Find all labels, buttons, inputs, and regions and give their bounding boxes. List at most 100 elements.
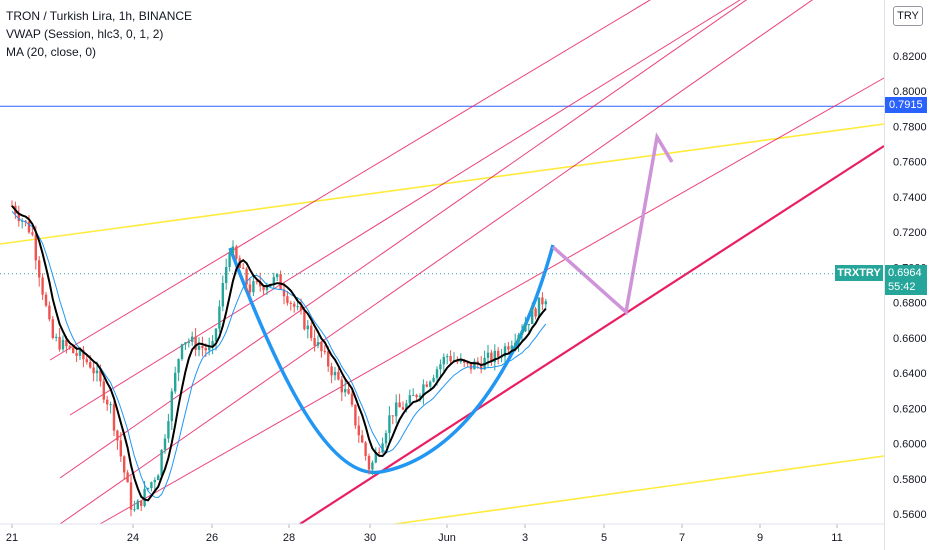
candle-body <box>92 367 95 374</box>
symbol-title[interactable]: TRON / Turkish Lira, 1h, BINANCE <box>6 9 193 23</box>
candle-body <box>112 404 116 431</box>
candle-body <box>367 455 371 470</box>
candle-body <box>344 389 347 393</box>
candle-body <box>197 345 201 350</box>
candle-body <box>337 371 340 380</box>
price-tick-label: 0.5800 <box>893 474 927 486</box>
candle-body <box>187 341 190 343</box>
candle-body <box>323 351 326 353</box>
candle-body <box>282 289 286 297</box>
candle-body <box>78 350 82 356</box>
candle-body <box>544 301 547 305</box>
candle-body <box>228 253 231 268</box>
price-tick-label: 0.5600 <box>893 509 927 521</box>
price-tick-label: 0.8000 <box>893 86 927 98</box>
candle-body <box>320 342 323 352</box>
price-tick-label: 0.6400 <box>893 368 927 380</box>
candle-body <box>276 274 279 278</box>
candle-body <box>531 308 534 325</box>
candle-body <box>184 342 187 345</box>
candle-body <box>520 331 524 336</box>
candle-body <box>248 284 252 293</box>
candle-body <box>435 369 439 378</box>
candle-body <box>442 356 445 365</box>
candle-body <box>405 403 408 410</box>
lower-yellow-trendline[interactable] <box>394 455 885 525</box>
last-price-tag: 0.6964 55:42 <box>885 265 927 295</box>
candle-body <box>157 475 160 481</box>
channel-support-line[interactable] <box>299 145 885 525</box>
candle-body <box>418 395 422 398</box>
candle-body <box>146 487 150 489</box>
time-tick-label: 9 <box>757 532 763 544</box>
candle-body <box>459 359 462 363</box>
candle-body <box>357 425 360 436</box>
candle-body <box>133 509 136 511</box>
cup-pattern-curve[interactable] <box>228 244 555 475</box>
price-tick-label: 0.7600 <box>893 157 927 169</box>
candle-body <box>306 325 309 330</box>
candle-body <box>480 363 483 370</box>
channel-line[interactable] <box>49 0 750 361</box>
candle-body <box>384 433 388 444</box>
candle-body <box>119 440 122 457</box>
candle-body <box>537 297 541 317</box>
candle-body <box>371 462 374 470</box>
chart-legend: TRON / Turkish Lira, 1h, BINANCE VWAP (S… <box>6 7 192 61</box>
candle-body <box>415 394 418 398</box>
time-axis[interactable]: 21 24 26 28 30 Jun 3 5 7 9 11 <box>0 523 884 544</box>
currency-button[interactable]: TRY <box>893 6 923 26</box>
drawings <box>0 0 885 525</box>
candle-body <box>160 449 163 476</box>
candle-body <box>75 353 78 356</box>
candle-body <box>136 500 139 510</box>
channel-line[interactable] <box>69 0 741 416</box>
candle-body <box>170 391 173 422</box>
candle-body <box>381 443 384 453</box>
ma-indicator-label[interactable]: MA (20, close, 0) <box>6 45 97 59</box>
candle-body <box>201 345 204 349</box>
candle-body <box>140 500 143 506</box>
candle-body <box>65 339 68 347</box>
candle-body <box>524 324 527 332</box>
candle-body <box>89 362 92 368</box>
candle-body <box>99 370 102 382</box>
candle-body <box>388 415 391 434</box>
candle-body <box>286 296 289 303</box>
candle-body <box>34 234 37 261</box>
candle-body <box>245 268 248 285</box>
candle-body <box>221 283 224 307</box>
candle-body <box>109 404 112 406</box>
candle-body <box>279 274 282 290</box>
vwap-indicator-label[interactable]: VWAP (Session, hlc3, 0, 1, 2) <box>6 27 164 41</box>
channel-line[interactable] <box>99 77 885 525</box>
candle-body <box>422 384 425 396</box>
channel-line[interactable] <box>59 0 884 525</box>
candle-body <box>242 267 245 269</box>
candle-body <box>473 361 476 370</box>
projection-path[interactable] <box>551 132 674 316</box>
time-tick-label: 3 <box>522 532 528 544</box>
candle-body <box>204 348 207 351</box>
candle-body <box>72 347 75 354</box>
candle-body <box>361 435 364 443</box>
candle-body <box>150 482 153 488</box>
candle-body <box>153 480 156 483</box>
candle-body <box>208 346 211 351</box>
price-tick-label: 0.8200 <box>893 51 927 63</box>
candle-body <box>493 350 496 363</box>
candle-body <box>412 394 415 396</box>
candle-body <box>293 303 296 307</box>
vwap-line <box>11 210 547 499</box>
candle-body <box>527 324 530 326</box>
candle-body <box>486 352 490 358</box>
candle-body <box>517 335 520 343</box>
candle-body <box>327 351 330 367</box>
time-tick-label: 26 <box>206 532 218 544</box>
candle-body <box>163 438 167 450</box>
candle-body <box>225 267 228 284</box>
time-tick-label: Jun <box>438 532 456 544</box>
candle-body <box>303 310 306 330</box>
channel-line[interactable] <box>59 0 884 479</box>
